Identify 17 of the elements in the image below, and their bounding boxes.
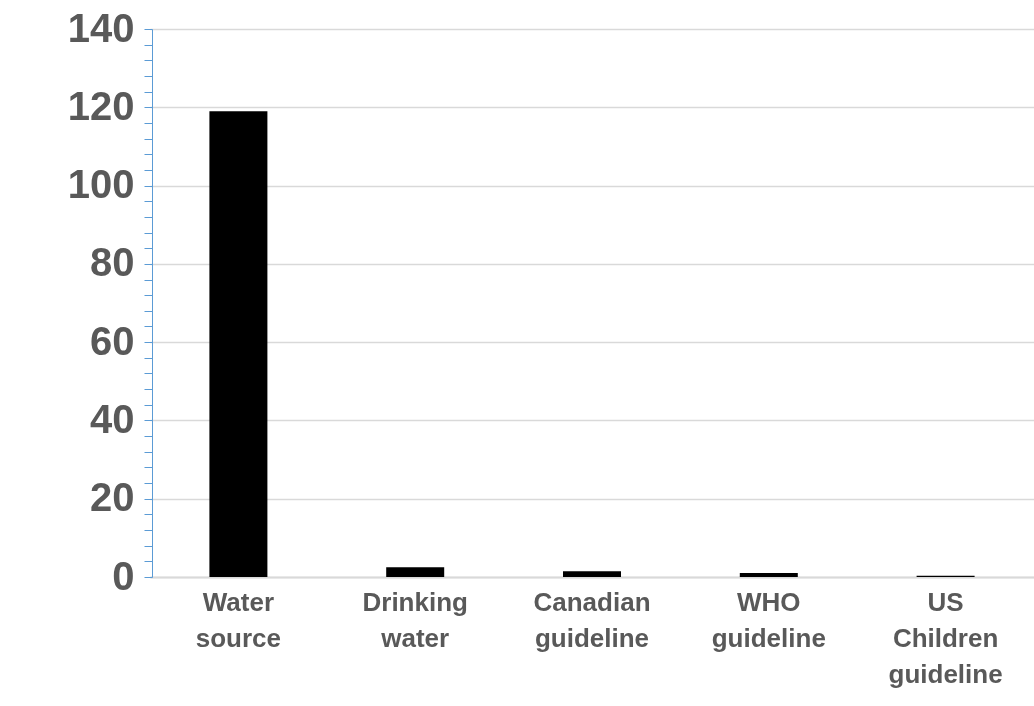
y-tick-label: 40 <box>90 396 135 441</box>
y-tick-label: 60 <box>90 318 135 363</box>
x-tick-label: US Children guideline <box>888 586 1003 689</box>
x-tick-label: Drinking water <box>362 586 468 653</box>
y-tick-label: 100 <box>67 162 135 207</box>
y-tick-label: 120 <box>67 83 135 128</box>
y-tick-label: 20 <box>90 475 135 520</box>
y-tick-label: 0 <box>112 553 135 598</box>
bar <box>386 567 445 577</box>
y-tick-label: 140 <box>67 5 135 50</box>
y-tick-label: 80 <box>90 240 135 285</box>
bar <box>739 573 798 577</box>
bar <box>209 111 268 577</box>
x-tick-label: Water source <box>195 586 282 653</box>
x-tick-label: WHO guideline <box>711 586 826 653</box>
bar <box>563 571 621 577</box>
x-tick-label: Canadian guideline <box>533 586 651 653</box>
